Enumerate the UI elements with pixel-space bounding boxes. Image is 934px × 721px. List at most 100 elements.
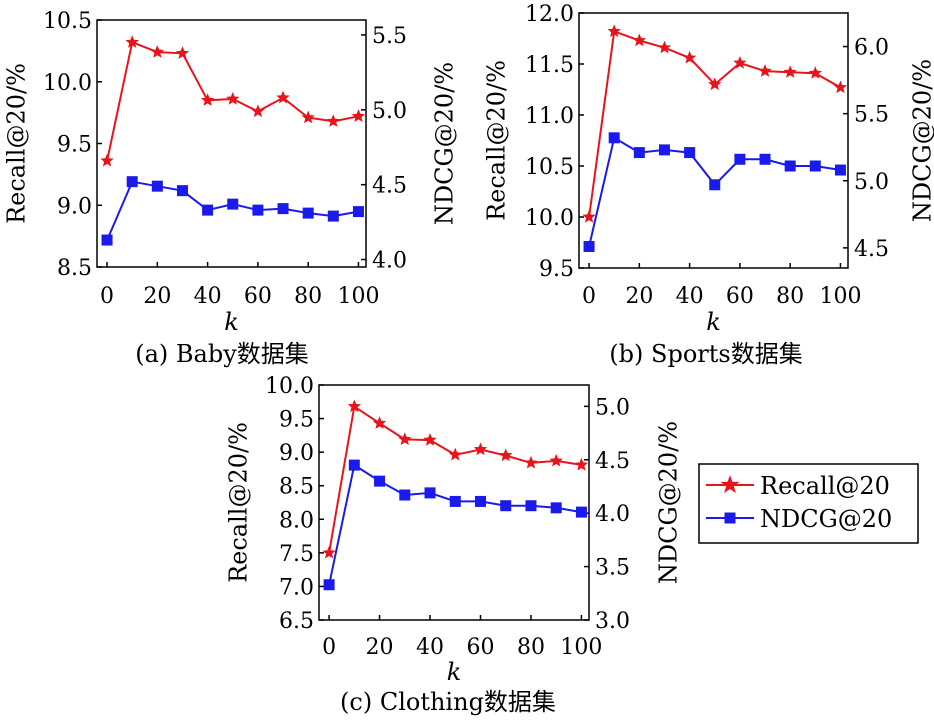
data-point-square: [583, 241, 595, 253]
legend-ndcg-square-marker: [724, 512, 736, 524]
left-y-tick-label: 11.5: [525, 53, 574, 78]
series-ndcg: [101, 176, 364, 246]
right-y-tick-label: 3.5: [595, 556, 630, 581]
x-tick-label: 20: [143, 284, 171, 309]
x-axis-label: k: [447, 658, 462, 686]
x-tick-label: 20: [625, 284, 653, 309]
data-point-square: [202, 204, 214, 216]
data-point-square: [126, 176, 138, 188]
left-y-tick-label: 10.0: [43, 71, 92, 96]
chart-panel-3: 6.5 7.0 7.5 8.0 8.5 9.0 9.5 10.0 3.0 3.5 4.0 4.5 5.0…: [225, 374, 683, 716]
left-y-tick-label: 7.5: [279, 542, 314, 567]
data-point-star: [758, 64, 772, 77]
left-y-tick-label: 9.5: [279, 408, 314, 433]
data-point-star: [150, 45, 164, 58]
data-point-square: [277, 203, 289, 215]
data-point-star: [226, 92, 240, 105]
right-y-tick-label: 5.0: [372, 99, 407, 124]
data-point-square: [474, 495, 486, 507]
data-point-square: [575, 506, 587, 518]
right-y-tick-label: 4.5: [595, 449, 630, 474]
x-tick-label: 0: [582, 284, 596, 309]
right-y-axis-label: NDCG@20/%: [909, 59, 934, 222]
x-tick-label: 80: [517, 635, 545, 660]
x-tick-label: 80: [294, 284, 322, 309]
data-point-square: [374, 475, 386, 487]
left-y-tick-label: 10.5: [525, 155, 574, 180]
data-point-star: [100, 153, 114, 167]
data-point-star: [574, 457, 589, 471]
data-point-star: [582, 210, 596, 223]
data-point-star: [683, 50, 697, 64]
chart-caption: (a) Baby数据集: [135, 340, 309, 368]
left-y-tick-label: 8.5: [57, 256, 92, 281]
data-point-square: [101, 234, 113, 246]
data-point-square: [784, 160, 796, 172]
left-y-tick-label: 8.5: [279, 475, 314, 500]
data-point-star: [125, 35, 139, 48]
x-tick-label: 40: [416, 635, 444, 660]
right-y-axis-label: NDCG@20/%: [655, 421, 683, 584]
data-point-square: [734, 153, 746, 165]
data-point-star: [783, 65, 797, 78]
left-y-tick-label: 11.0: [525, 104, 574, 129]
data-point-square: [759, 153, 771, 165]
x-tick-label: 80: [776, 284, 804, 309]
data-point-star: [632, 33, 646, 47]
x-tick-label: 100: [337, 284, 379, 309]
right-y-tick-label: 5.5: [854, 103, 889, 128]
data-point-square: [323, 579, 335, 591]
legend-recall-star-marker: [720, 475, 740, 494]
data-point-square: [684, 147, 696, 159]
right-y-tick-label: 5.5: [372, 24, 407, 49]
data-point-square: [449, 495, 461, 507]
x-tick-label: 0: [322, 635, 336, 660]
plot-frame: [318, 384, 590, 621]
data-point-star: [499, 448, 513, 462]
x-tick-label: 20: [366, 635, 394, 660]
data-point-square: [151, 180, 163, 192]
legend-box: [698, 463, 919, 544]
right-y-tick-label: 5.0: [854, 170, 889, 195]
series-line-ndcg: [328, 463, 582, 586]
data-point-star: [175, 46, 190, 59]
data-point-star: [448, 447, 462, 461]
x-tick-label: 40: [194, 284, 222, 309]
x-tick-label: 100: [560, 635, 602, 660]
data-point-star: [326, 114, 340, 127]
legend-entry-ndcg: NDCG@20: [706, 505, 892, 533]
left-y-tick-label: 9.0: [57, 194, 92, 219]
left-y-tick-label: 9.5: [539, 257, 574, 282]
data-point-square: [352, 206, 364, 218]
left-y-tick-label: 10.5: [43, 9, 92, 34]
left-y-axis-label: Recall@20/%: [3, 63, 31, 224]
series-recall: [100, 35, 366, 167]
left-y-tick-label: 9.0: [279, 441, 314, 466]
x-tick-label: 60: [466, 635, 494, 660]
data-point-star: [549, 453, 563, 467]
x-axis-label: k: [224, 308, 239, 336]
data-point-square: [550, 502, 562, 514]
data-point-star: [301, 110, 315, 124]
right-y-tick-label: 3.0: [595, 609, 630, 634]
right-y-tick-label: 4.0: [372, 249, 407, 274]
data-point-square: [348, 459, 360, 471]
right-y-tick-label: 4.5: [372, 174, 407, 199]
data-point-square: [500, 500, 512, 512]
data-point-square: [608, 132, 620, 144]
data-point-star: [201, 93, 215, 106]
series-line-ndcg: [588, 136, 841, 247]
left-y-tick-label: 12.0: [525, 2, 574, 27]
series-ndcg: [323, 459, 587, 591]
left-y-tick-label: 10.0: [265, 374, 314, 399]
legend-entry-recall: Recall@20: [706, 472, 890, 500]
series-recall: [582, 24, 848, 223]
left-y-tick-label: 6.5: [279, 609, 314, 634]
x-tick-label: 60: [726, 284, 754, 309]
x-tick-label: 0: [100, 284, 114, 309]
data-point-star: [607, 24, 621, 37]
right-y-axis-label: NDCG@20/%: [431, 62, 459, 225]
data-point-star: [473, 442, 488, 456]
data-point-square: [252, 204, 264, 216]
